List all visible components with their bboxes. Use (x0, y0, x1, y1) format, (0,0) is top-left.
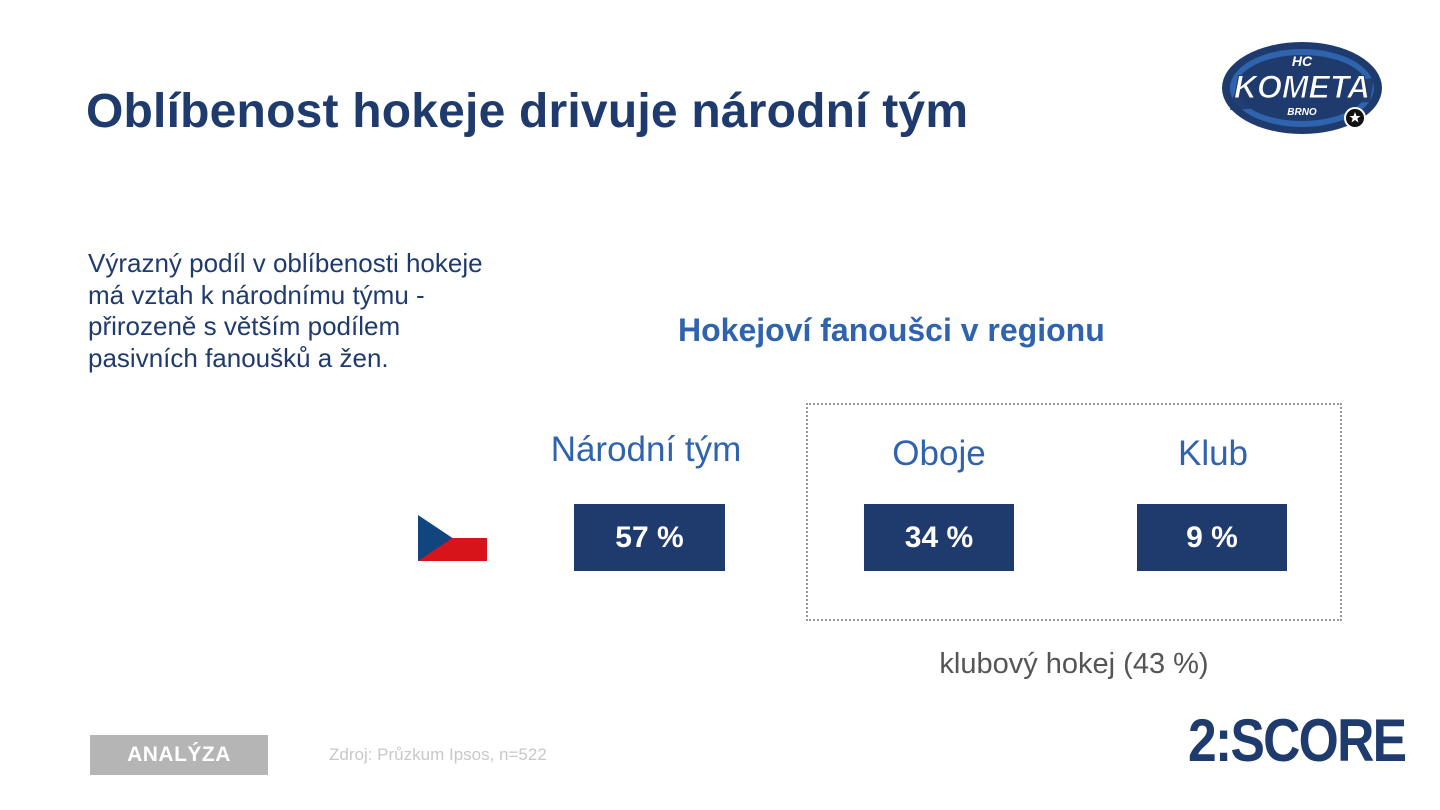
czech-flag-icon (418, 515, 487, 561)
brand-logo: 2:SCORE (1188, 707, 1407, 774)
kometa-logo: HC KOMETA BRNO (1222, 42, 1382, 134)
logo-main-text: KOMETA (1234, 69, 1370, 105)
source-note: Zdroj: Průzkum Ipsos, n=522 (329, 745, 547, 764)
club-group-frame (806, 403, 1342, 621)
value-box-club: 9 % (1137, 504, 1287, 571)
page-title: Oblíbenost hokeje drivuje národní tým (86, 85, 969, 138)
analysis-badge: ANALÝZA (90, 735, 268, 775)
club-hockey-note: klubový hokej (43 %) (939, 648, 1209, 680)
category-label-both: Oboje (892, 434, 986, 473)
category-label-national-team: Národní tým (550, 430, 742, 469)
chart-title: Hokejoví fanoušci v regionu (678, 312, 1105, 348)
value-box-national-team: 57 % (574, 504, 725, 571)
logo-top-text: HC (1292, 53, 1313, 69)
value-box-both: 34 % (864, 504, 1014, 571)
category-label-club: Klub (1177, 434, 1249, 473)
intro-text: Výrazný podíl v oblíbenosti hokeje má vz… (88, 248, 483, 373)
logo-bottom-text: BRNO (1287, 107, 1317, 118)
